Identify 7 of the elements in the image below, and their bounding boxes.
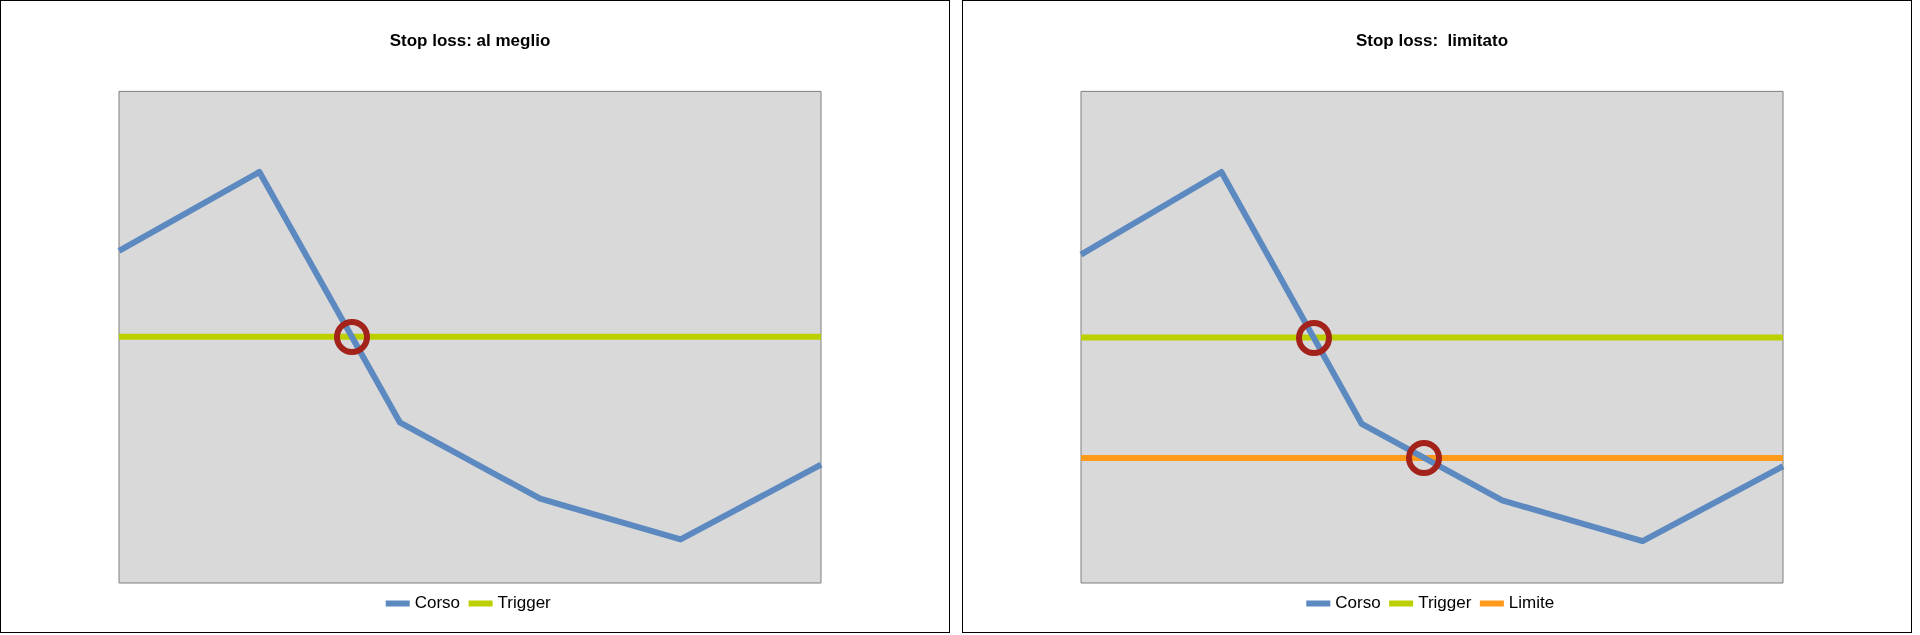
- legend-label: Limite: [1508, 593, 1555, 613]
- legend-label: Corso: [1335, 593, 1381, 613]
- chart-title: Stop loss: al meglio: [389, 30, 551, 50]
- legend-label: Corso: [414, 593, 461, 613]
- legend-label: Trigger: [1418, 593, 1472, 613]
- legend-label: Trigger: [497, 593, 552, 613]
- chart-title: Stop loss: limitato: [1355, 30, 1509, 50]
